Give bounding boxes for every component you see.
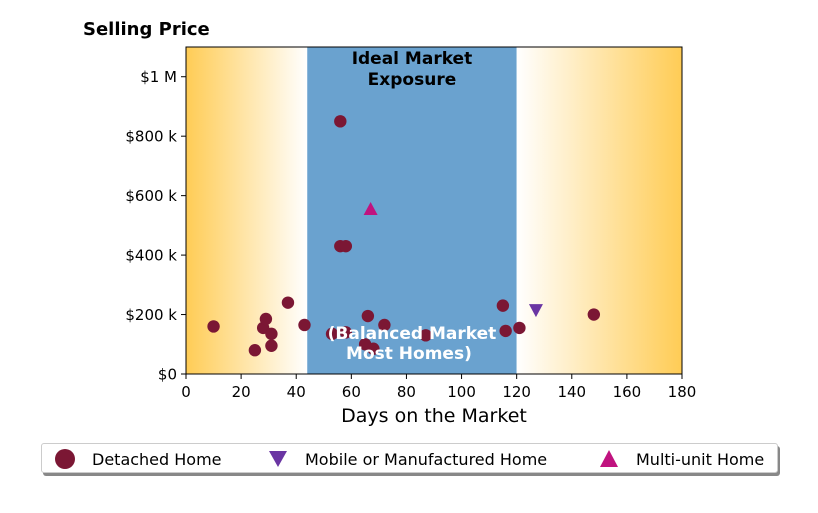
point-detached-home bbox=[298, 318, 311, 332]
legend-label: Detached Home bbox=[92, 449, 222, 469]
annotation-balanced-market: (Balanced Market Most Homes) bbox=[328, 324, 497, 364]
y-axis: $0 $200 k $400 k $600 k $800 k $1 M bbox=[125, 68, 186, 384]
point-detached-home bbox=[361, 309, 375, 323]
x-tick-label: 40 bbox=[287, 383, 306, 401]
point-detached-home bbox=[265, 327, 278, 341]
legend-label: Mobile or Manufactured Home bbox=[305, 449, 548, 469]
point-detached-home bbox=[281, 296, 295, 309]
point-detached-home bbox=[587, 308, 601, 321]
x-axis: 0 20 40 60 80 100 120 140 160 180 bbox=[181, 374, 696, 401]
y-tick-label: $200 k bbox=[125, 306, 177, 324]
point-detached-home bbox=[334, 115, 347, 128]
y-tick-label: $0 bbox=[158, 366, 177, 384]
legend-item-detached: Detached Home bbox=[52, 444, 222, 474]
zone-right bbox=[516, 47, 682, 374]
x-axis-label: Days on the Market bbox=[341, 405, 527, 427]
point-multi-unit-home bbox=[363, 202, 378, 216]
point-detached-home bbox=[513, 321, 526, 335]
x-tick-label: 180 bbox=[668, 383, 697, 401]
x-tick-label: 100 bbox=[447, 383, 476, 401]
point-detached-home bbox=[499, 324, 512, 338]
point-mobile-home bbox=[528, 304, 543, 318]
background-zones bbox=[186, 47, 682, 374]
zone-ideal bbox=[307, 47, 517, 374]
data-points: (Balanced Market Most Homes) bbox=[207, 115, 601, 364]
y-tick-label: $800 k bbox=[125, 128, 177, 146]
point-detached-home bbox=[259, 312, 273, 326]
legend: Detached Home Mobile or Manufactured Hom… bbox=[41, 443, 778, 473]
point-detached-home bbox=[496, 299, 510, 312]
point-detached-home bbox=[339, 326, 353, 339]
legend-item-multi-unit: Multi-unit Home bbox=[596, 444, 764, 474]
point-detached-home bbox=[248, 344, 262, 357]
triangle-up-marker-icon bbox=[600, 450, 618, 467]
annotation-ideal-exposure: Ideal Market Exposure bbox=[352, 49, 473, 90]
point-detached-home bbox=[339, 239, 353, 253]
legend-item-mobile: Mobile or Manufactured Home bbox=[265, 444, 547, 474]
chart-title: Selling Price bbox=[83, 19, 210, 40]
scatter-chart: Selling Price Ideal Market Exposure (Bala… bbox=[83, 19, 696, 427]
x-tick-label: 60 bbox=[342, 383, 361, 401]
point-detached-home bbox=[367, 342, 380, 355]
y-tick-label: $600 k bbox=[125, 187, 177, 205]
point-detached-home bbox=[325, 327, 339, 341]
x-tick-label: 0 bbox=[181, 383, 191, 401]
zone-left bbox=[186, 47, 308, 374]
legend-label: Multi-unit Home bbox=[636, 449, 765, 469]
circle-marker-icon bbox=[55, 449, 75, 469]
plot-frame bbox=[185, 46, 683, 375]
x-tick-label: 80 bbox=[397, 383, 416, 401]
triangle-down-marker-icon bbox=[269, 451, 287, 467]
x-tick-label: 140 bbox=[557, 383, 586, 401]
x-tick-label: 20 bbox=[232, 383, 251, 401]
point-detached-home bbox=[265, 339, 278, 352]
zone-annotations: Ideal Market Exposure bbox=[352, 49, 473, 90]
point-detached-home bbox=[207, 320, 220, 333]
x-tick-label: 120 bbox=[502, 383, 531, 401]
point-detached-home bbox=[378, 318, 391, 332]
y-tick-label: $400 k bbox=[125, 247, 177, 265]
point-detached-home bbox=[419, 329, 432, 342]
y-tick-label: $1 M bbox=[140, 68, 177, 86]
x-tick-label: 160 bbox=[613, 383, 642, 401]
